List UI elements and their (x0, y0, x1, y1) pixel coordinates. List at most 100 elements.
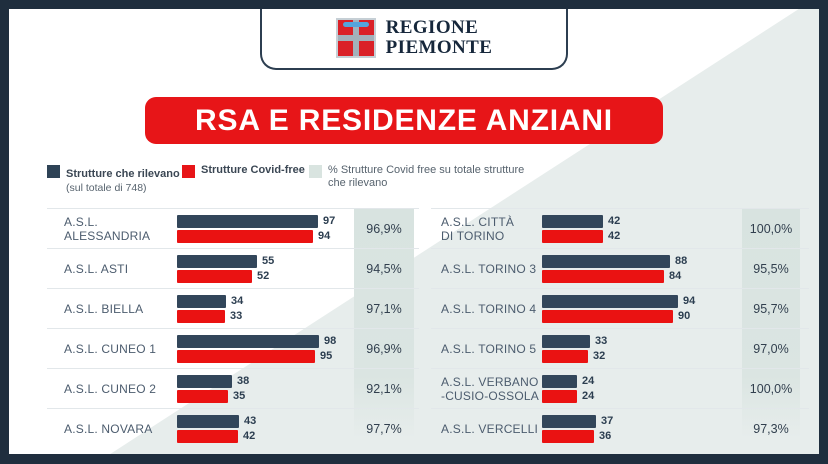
asl-label: A.S.L. TORINO 5 (441, 341, 537, 356)
bar-line: 34 (177, 294, 243, 308)
asl-table-right: A.S.L. CITTÀ DI TORINO 42 42 100,0% A.S.L. T… (431, 208, 809, 448)
bar-group: 43 42 (177, 413, 256, 445)
bar-value-label: 42 (608, 215, 621, 227)
asl-label: A.S.L. CUNEO 2 (64, 381, 157, 396)
region-logo-text: REGIONE PIEMONTE (385, 16, 493, 58)
bar-value-label: 33 (595, 335, 608, 347)
table-row: A.S.L. VERBANO -CUSIO-OSSOLA 24 24 100,0% (431, 368, 809, 408)
bar-value-label: 94 (318, 230, 331, 242)
bar-value-label: 37 (601, 415, 614, 427)
crest-blue-label (342, 21, 369, 27)
legend-label-percent: % Strutture Covid free su totale struttu… (328, 164, 525, 189)
bar-line: 52 (177, 269, 274, 283)
bar-line: 55 (177, 254, 275, 268)
percent-value: 95,7% (753, 301, 789, 316)
bar-line: 32 (542, 349, 607, 363)
bar-value-label: 38 (237, 375, 250, 387)
asl-label: A.S.L. ALESSANDRIA (64, 214, 151, 243)
bar-value-label: 32 (593, 350, 606, 362)
bar-covid-free (542, 389, 577, 403)
bar-value-label: 36 (599, 430, 612, 442)
bar-line: 42 (542, 229, 621, 243)
percent-value: 94,5% (366, 261, 402, 276)
bar-line: 90 (542, 309, 695, 323)
bar-value-label: 88 (675, 255, 688, 267)
bar-value-label: 95 (320, 350, 333, 362)
bar-group: 94 90 (542, 293, 695, 325)
legend-swatch-red (182, 165, 195, 178)
bar-line: 42 (177, 429, 256, 443)
percent-value: 97,7% (366, 421, 402, 436)
bar-value-label: 35 (233, 390, 246, 402)
bar-line: 98 (177, 334, 336, 348)
asl-label: A.S.L. BIELLA (64, 301, 144, 316)
table-row: A.S.L. VERCELLI 37 36 97,3% (431, 408, 809, 448)
bar-line: 94 (542, 294, 696, 308)
asl-table-left: A.S.L. ALESSANDRIA 97 94 96,9% A.S.L. ASTI 55… (47, 208, 419, 448)
bar-strutture-rilevano (177, 334, 319, 348)
bar-line: 38 (177, 374, 250, 388)
bar-line: 24 (542, 389, 595, 403)
bar-covid-free (542, 229, 603, 243)
bar-line: 97 (177, 214, 335, 228)
bar-covid-free (177, 429, 238, 443)
bar-value-label: 55 (262, 255, 275, 267)
legend-swatch-dark (47, 165, 60, 178)
bar-group: 37 36 (542, 413, 613, 445)
bar-line: 88 (542, 254, 688, 268)
bar-covid-free (177, 349, 315, 363)
bar-covid-free (177, 309, 225, 323)
bar-covid-free (177, 229, 313, 243)
asl-label: A.S.L. VERBANO -CUSIO-OSSOLA (441, 374, 539, 403)
region-logo-tab: REGIONE PIEMONTE (260, 9, 568, 70)
bar-covid-free (542, 349, 588, 363)
bar-value-label: 43 (244, 415, 257, 427)
bar-line: 94 (177, 229, 335, 243)
bar-covid-free (542, 309, 673, 323)
asl-label: A.S.L. CITTÀ DI TORINO (441, 214, 515, 243)
legend-sublabel-rilevano: (sul totale di 748) (66, 182, 147, 194)
bar-value-label: 42 (608, 230, 621, 242)
percent-value: 100,0% (749, 221, 793, 236)
bar-group: 34 33 (177, 293, 243, 325)
asl-label: A.S.L. TORINO 4 (441, 301, 537, 316)
legend-swatch-pale (309, 165, 322, 178)
percent-value: 95,5% (753, 261, 789, 276)
percent-value: 97,3% (753, 421, 789, 436)
bar-line: 42 (542, 214, 621, 228)
bar-strutture-rilevano (177, 414, 239, 428)
bar-strutture-rilevano (542, 334, 590, 348)
bar-line: 33 (542, 334, 608, 348)
bar-value-label: 24 (582, 390, 595, 402)
bar-strutture-rilevano (177, 254, 257, 268)
bar-group: 98 95 (177, 333, 336, 365)
legend-item-percent: % Strutture Covid free su totale struttu… (309, 164, 524, 195)
bar-strutture-rilevano (542, 294, 678, 308)
table-row: A.S.L. TORINO 4 94 90 95,7% (431, 288, 809, 328)
bar-strutture-rilevano (177, 214, 318, 228)
asl-rows-right: A.S.L. CITTÀ DI TORINO 42 42 100,0% A.S.L. T… (431, 208, 809, 448)
content-panel: REGIONE PIEMONTE RSA E RESIDENZE ANZIANI… (9, 9, 819, 454)
bar-value-label: 33 (230, 310, 243, 322)
asl-rows-left: A.S.L. ALESSANDRIA 97 94 96,9% A.S.L. ASTI 55… (47, 208, 419, 448)
bar-strutture-rilevano (542, 214, 603, 228)
bar-line: 24 (542, 374, 594, 388)
bar-line: 37 (542, 414, 614, 428)
table-row: A.S.L. CUNEO 2 38 35 92,1% (47, 368, 419, 408)
bar-covid-free (177, 269, 252, 283)
region-logo-line2: PIEMONTE (385, 36, 493, 58)
bar-group: 24 24 (542, 373, 594, 405)
bar-value-label: 94 (683, 295, 696, 307)
bar-covid-free (542, 429, 594, 443)
table-row: A.S.L. ASTI 55 52 94,5% (47, 248, 419, 288)
region-logo-line1: REGIONE (385, 16, 479, 38)
bar-group: 42 42 (542, 213, 620, 245)
bar-value-label: 52 (257, 270, 270, 282)
bar-line: 84 (542, 269, 687, 283)
bar-value-label: 84 (669, 270, 682, 282)
table-row: A.S.L. ALESSANDRIA 97 94 96,9% (47, 208, 419, 248)
percent-value: 92,1% (366, 381, 402, 396)
asl-label: A.S.L. TORINO 3 (441, 261, 537, 276)
bar-group: 55 52 (177, 253, 274, 285)
legend-item-rilevano: Strutture che rilevano (sul totale di 74… (47, 164, 182, 195)
